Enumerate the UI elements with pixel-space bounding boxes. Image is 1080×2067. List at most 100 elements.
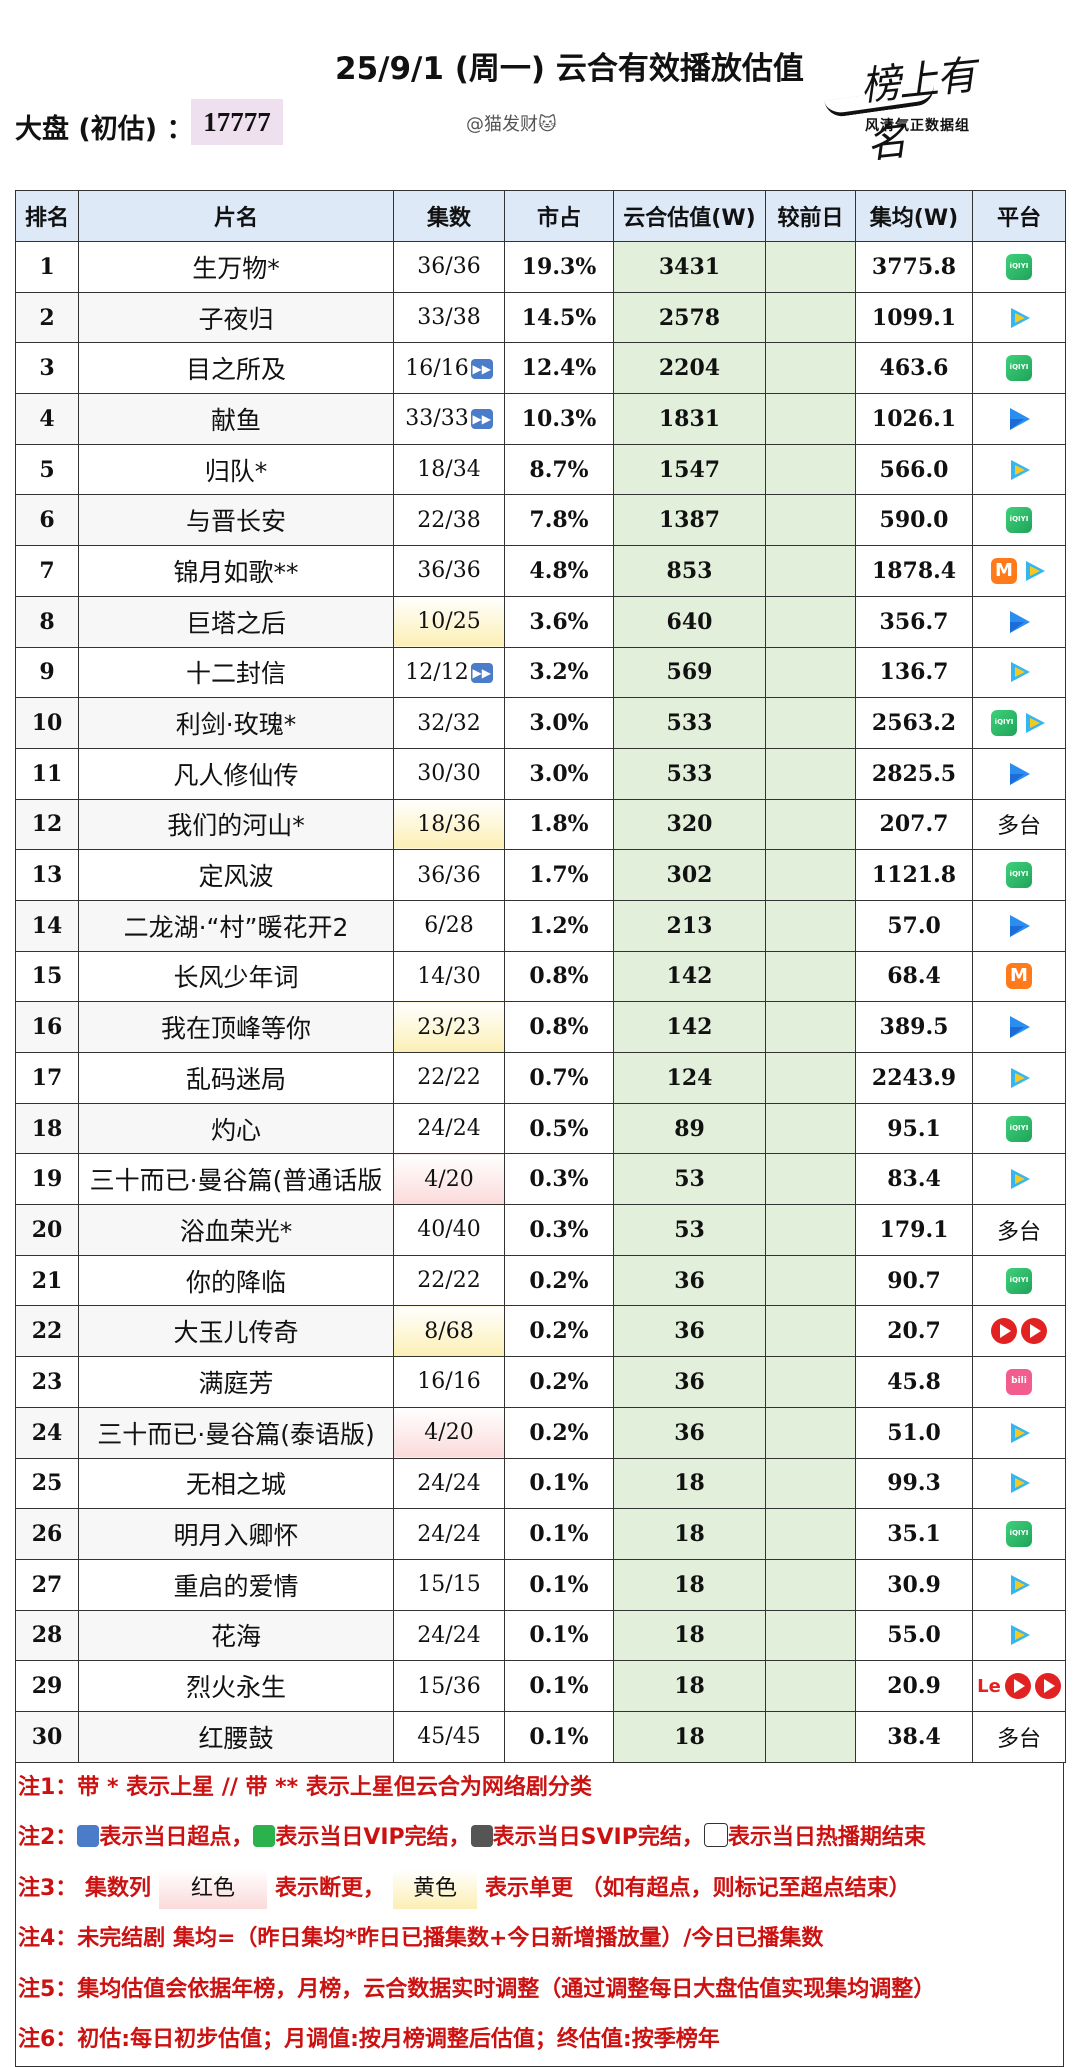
rank-cell-text: 23: [31, 1368, 63, 1395]
rank-cell: 2: [15, 291, 79, 344]
tencent-video-icon: [1006, 457, 1032, 483]
episodes-cell-text: 18/34: [417, 457, 481, 483]
prev-day-cell: [765, 1457, 856, 1510]
table-body: 1生万物*36/3619.3%34313775.82子夜归33/3814.5%2…: [15, 241, 1066, 1763]
avg-cell-text: 95.1: [887, 1115, 941, 1142]
avg-cell: 68.4: [855, 950, 973, 1003]
estimate-cell: 533: [613, 747, 766, 800]
prev-day-cell: [765, 342, 856, 395]
episodes-cell-text: 4/20: [424, 1420, 474, 1446]
col-header-share: 市占: [504, 190, 614, 242]
table-row: 28 花海 24/24 0.1% 18 55.0: [15, 1609, 1066, 1662]
name-cell-text: 三十而已·曼谷篇(泰语版): [97, 1419, 375, 1449]
estimate-cell-text: 36: [674, 1419, 705, 1446]
platform-cell: [972, 1508, 1066, 1560]
table-row: 26 明月入卿怀 24/24 0.1% 18 35.1: [15, 1508, 1066, 1560]
prev-day-cell: [765, 697, 856, 749]
avg-cell: 1026.1: [855, 393, 973, 445]
name-cell-text: 灼心: [210, 1115, 261, 1145]
estimate-cell-text: 18: [674, 1571, 705, 1598]
tencent-video-icon: [1006, 1166, 1032, 1192]
share-cell-text: 10.3%: [521, 405, 597, 432]
name-cell: 归队*: [78, 443, 394, 496]
name-cell: 我们的河山*: [78, 798, 394, 851]
vip-check-icon: [253, 1825, 276, 1848]
episodes-cell: 36/36: [393, 545, 505, 597]
platform-cell: [972, 1153, 1066, 1206]
avg-cell-text: 1878.4: [871, 557, 957, 584]
logo-subtitle: 风清气正数据组: [865, 118, 970, 134]
avg-cell: 2825.5: [855, 747, 973, 800]
name-cell: 你的降临: [78, 1254, 394, 1307]
platform-cell: [972, 849, 1066, 901]
table-row: 5 归队* 18/34 8.7% 1547 566.0: [15, 443, 1066, 496]
estimate-cell: 853: [613, 545, 766, 597]
name-cell: 满庭芳: [78, 1356, 394, 1408]
platform-text: 多台: [996, 814, 1041, 840]
note-1: 注1：带 * 表示上星 // 带 ** 表示上星但云合为网络剧分类: [18, 1774, 592, 1800]
estimate-cell: 53: [613, 1153, 766, 1206]
table-row: 25 无相之城 24/24 0.1% 18 99.3: [15, 1457, 1066, 1510]
prev-day-cell: [765, 1305, 856, 1358]
avg-cell-text: 99.3: [887, 1470, 941, 1497]
prev-day-cell: [765, 1001, 856, 1053]
estimate-cell-text: 640: [666, 608, 713, 635]
tencent-video-icon: [1006, 1065, 1032, 1091]
table-row: 7 锦月如歌** 36/36 4.8% 853 1878.4: [15, 545, 1066, 597]
estimate-cell: 36: [613, 1254, 766, 1307]
note-4: 注4：未完结剧 集均=（昨日集均*昨日已播集数+今日新增播放量）/今日已播集数: [18, 1926, 824, 1952]
name-cell: 凡人修仙传: [78, 747, 394, 800]
mango-tv-icon: [1006, 963, 1032, 990]
name-cell-text: 十二封信: [185, 659, 286, 689]
estimate-cell-text: 142: [666, 963, 713, 990]
platform-cell: [972, 393, 1066, 445]
rank-cell: 8: [15, 595, 79, 648]
estimate-cell-text: 36: [674, 1318, 705, 1345]
fast-forward-icon: ▶▶: [470, 358, 493, 379]
name-cell-text: 二龙湖·“村”暖花开2: [123, 912, 349, 942]
avg-cell: 45.8: [855, 1356, 973, 1408]
name-cell: 定风波: [78, 849, 394, 901]
avg-cell: 20.7: [855, 1305, 973, 1358]
estimate-cell: 1387: [613, 494, 766, 547]
prev-day-cell: [765, 747, 856, 800]
youku-icon: [1006, 913, 1032, 939]
share-cell: 12.4%: [504, 342, 614, 395]
episodes-cell: 10/25: [393, 595, 505, 648]
table-row: 9 十二封信 12/12 ▶▶ 3.2% 569 136.7: [15, 646, 1066, 699]
share-cell-text: 0.8%: [529, 963, 589, 990]
rank-cell: 26: [15, 1508, 79, 1560]
name-cell: 我在顶峰等你: [78, 1001, 394, 1053]
share-cell: 0.2%: [504, 1254, 614, 1307]
episodes-cell: 33/38: [393, 291, 505, 344]
rank-cell: 23: [15, 1356, 79, 1408]
episodes-cell: 12/12 ▶▶: [393, 646, 505, 699]
estimate-cell: 18: [613, 1457, 766, 1510]
iqiyi-icon: [1006, 1267, 1032, 1294]
episodes-cell: 4/20: [393, 1406, 505, 1459]
episodes-cell: 22/22: [393, 1254, 505, 1307]
name-cell-text: 你的降临: [185, 1267, 286, 1297]
red-swatch: 红色: [158, 1868, 267, 1909]
avg-cell: 179.1: [855, 1204, 973, 1256]
name-cell: 大玉儿传奇: [78, 1305, 394, 1358]
col-header-rank: 排名: [15, 190, 79, 242]
share-cell: 0.1%: [504, 1609, 614, 1662]
estimate-cell: 213: [613, 899, 766, 952]
platform-cell: [972, 1558, 1066, 1611]
sheet-header: 25/9/1 (周一) 云合有效播放估值 大盘 (初估) ： 17777 @猫发…: [15, 15, 1065, 190]
platform-cell: [972, 950, 1066, 1003]
avg-cell-text: 2243.9: [871, 1064, 957, 1091]
youku-icon: [1006, 1014, 1032, 1040]
episodes-cell: 18/34: [393, 443, 505, 496]
avg-cell-text: 55.0: [887, 1622, 941, 1649]
avg-cell: 83.4: [855, 1153, 973, 1206]
avg-cell-text: 90.7: [887, 1267, 941, 1294]
avg-cell-text: 20.7: [887, 1318, 941, 1345]
avg-cell-text: 2563.2: [871, 710, 957, 737]
rank-cell-text: 29: [31, 1673, 63, 1700]
share-cell-text: 0.2%: [529, 1419, 589, 1446]
avg-cell-text: 68.4: [887, 963, 941, 990]
rank-cell-text: 16: [31, 1014, 63, 1041]
platform-cell: [972, 899, 1066, 952]
